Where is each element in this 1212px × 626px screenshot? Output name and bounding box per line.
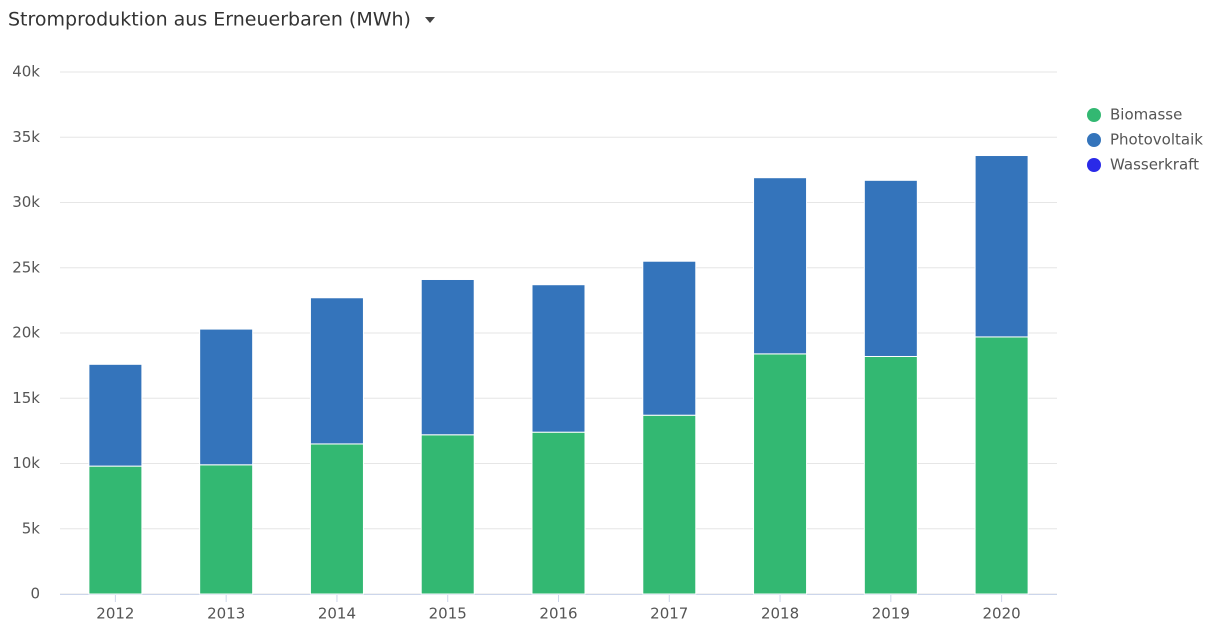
legend-marker: [1087, 133, 1101, 147]
x-tick-label: 2014: [318, 605, 356, 623]
bar-segment: [420, 434, 475, 595]
bar-segment: [863, 179, 918, 357]
x-tick-label: 2020: [983, 605, 1021, 623]
y-tick-label: 15k: [12, 389, 40, 407]
y-tick-label: 40k: [12, 63, 40, 81]
bar-segment: [88, 465, 143, 595]
bar-segment: [199, 464, 254, 595]
chart-title: Stromproduktion aus Erneuerbaren (MWh): [8, 9, 411, 31]
y-tick-label: 35k: [12, 128, 40, 146]
bar-segment: [753, 353, 808, 595]
x-tick-label: 2013: [207, 605, 245, 623]
legend-label: Biomasse: [1110, 106, 1182, 124]
bar-segment: [642, 260, 697, 416]
x-tick-label: 2012: [96, 605, 134, 623]
bar-segment: [642, 414, 697, 595]
y-tick-label: 10k: [12, 454, 40, 472]
bar-segment: [531, 284, 586, 433]
bar-segment: [974, 336, 1029, 595]
bar-segment: [863, 355, 918, 595]
y-tick-label: 25k: [12, 258, 40, 276]
x-tick-label: 2016: [539, 605, 577, 623]
bar-segment: [753, 177, 808, 355]
legend-label: Wasserkraft: [1110, 156, 1199, 174]
legend-marker: [1087, 108, 1101, 122]
bar-segment: [199, 328, 254, 466]
x-tick-label: 2019: [872, 605, 910, 623]
y-tick-label: 5k: [22, 519, 41, 537]
legend-marker: [1087, 158, 1101, 172]
y-tick-label: 0: [30, 585, 40, 603]
y-tick-label: 30k: [12, 193, 40, 211]
x-tick-label: 2017: [650, 605, 688, 623]
bar-segment: [420, 278, 475, 436]
bar-segment: [974, 155, 1029, 338]
bar-segment: [531, 431, 586, 595]
bar-segment: [88, 363, 143, 467]
x-tick-label: 2018: [761, 605, 799, 623]
y-tick-label: 20k: [12, 324, 40, 342]
bar-segment: [309, 443, 364, 595]
legend-label: Photovoltaik: [1110, 131, 1203, 149]
x-tick-label: 2015: [429, 605, 467, 623]
bar-segment: [309, 297, 364, 445]
dropdown-caret[interactable]: [425, 17, 435, 23]
